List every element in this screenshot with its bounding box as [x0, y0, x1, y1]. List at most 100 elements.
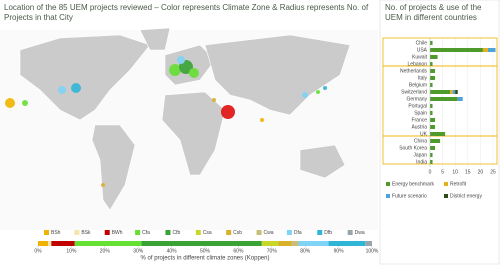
legend-label: BSh — [51, 230, 61, 236]
legend-label: BWh — [112, 230, 123, 236]
bar-segment — [450, 90, 453, 94]
australia — [299, 144, 346, 179]
y-tick-label: China — [414, 138, 427, 144]
bar-segment — [141, 241, 262, 246]
legend-label: Cfa — [142, 230, 150, 236]
bar-segment — [51, 241, 75, 246]
legend-swatch — [347, 230, 353, 235]
y-tick-label: Austria — [411, 124, 427, 130]
city-marker — [101, 183, 105, 187]
bar-segment — [430, 76, 436, 80]
bar-segment — [48, 241, 52, 246]
panel-border — [379, 0, 500, 265]
bar-segment — [457, 97, 463, 101]
legend-label: Energy benchmark — [392, 181, 434, 187]
legend-label: District energy — [450, 193, 482, 199]
legend-label: Csa — [203, 230, 212, 236]
y-tick-label: Switzerland — [401, 89, 427, 95]
y-tick-label: India — [416, 159, 427, 165]
y-tick-label: Lebanon — [408, 61, 428, 67]
city-marker — [189, 68, 199, 78]
legend-label: Dfb — [324, 230, 332, 236]
bar-segment — [430, 83, 433, 87]
bar-segment — [261, 241, 279, 246]
x-tick-label: 5 — [441, 169, 444, 175]
y-tick-label: Chile — [416, 40, 428, 46]
bar-segment — [430, 41, 433, 45]
x-tick-label: 25 — [490, 169, 496, 175]
x-tick-label: 40% — [167, 248, 178, 254]
y-tick-label: Kuwait — [412, 54, 428, 60]
legend-label: BSk — [81, 230, 91, 236]
bar-segment — [430, 153, 433, 157]
bar-segment — [430, 104, 433, 108]
bar-segment — [38, 241, 49, 246]
city-markers — [5, 56, 327, 187]
legend-swatch — [286, 230, 292, 235]
y-tick-label: UK — [420, 131, 428, 137]
bar-segment — [328, 241, 366, 246]
africa — [161, 91, 226, 176]
legend-label: Retrofit — [450, 181, 467, 187]
north-america — [19, 34, 151, 121]
legend-swatch — [386, 182, 390, 186]
bar-segment — [430, 146, 436, 150]
x-tick-label: 100% — [366, 248, 379, 254]
y-tick-label: Spain — [414, 110, 427, 116]
countries-chart-title: No. of projects & use of the UEM in diff… — [385, 3, 482, 22]
bar-segment — [430, 55, 438, 59]
city-marker — [260, 118, 264, 122]
legend-swatch — [256, 230, 262, 235]
x-tick-label: 20 — [478, 169, 484, 175]
y-tick-label: Japan — [413, 152, 427, 158]
x-tick-label: 0 — [429, 169, 432, 175]
x-tick-label: 20% — [100, 248, 111, 254]
bar-segment — [430, 62, 433, 66]
x-axis-label: % of projects in different climate zones… — [141, 256, 270, 262]
bar-segment — [74, 241, 142, 246]
bar-segment — [455, 90, 458, 94]
x-tick-label: 60% — [233, 248, 244, 254]
bar-segment — [278, 241, 292, 246]
city-marker — [177, 56, 185, 64]
bar-segment — [430, 160, 433, 164]
legend-swatch — [44, 230, 49, 235]
legend-swatch — [317, 230, 323, 235]
y-tick-label: Portugal — [408, 103, 427, 109]
map-title: Location of the 85 UEM projects reviewed… — [4, 3, 369, 22]
legend-swatch — [165, 230, 171, 235]
legend-swatch — [386, 194, 390, 198]
city-marker — [22, 100, 28, 106]
legend-swatch — [74, 230, 80, 235]
y-tick-label: Italy — [418, 75, 428, 81]
city-marker — [169, 64, 181, 76]
bar-segment — [298, 241, 329, 246]
y-tick-label: Belgium — [409, 82, 427, 88]
legend-label: Dwa — [355, 230, 365, 236]
x-tick-label: 10% — [66, 248, 77, 254]
x-tick-label: 10 — [452, 169, 458, 175]
bar-segment — [430, 132, 446, 136]
city-marker — [71, 83, 81, 93]
bar-segment — [452, 90, 456, 94]
legend-swatch — [104, 230, 110, 235]
y-tick-label: Netherlands — [400, 68, 427, 74]
legend-label: Cwa — [264, 230, 274, 236]
city-marker — [58, 86, 66, 94]
bar-segment — [487, 48, 496, 52]
asia — [204, 34, 351, 116]
y-tick-label: Germany — [406, 96, 427, 102]
legend-swatch — [226, 230, 232, 235]
x-tick-label: 80% — [300, 248, 311, 254]
legend-label: Dfa — [294, 230, 302, 236]
legend-swatch — [444, 194, 448, 198]
x-tick-label: 90% — [334, 248, 345, 254]
bar-segment — [430, 48, 483, 52]
bar-segment — [430, 125, 436, 129]
city-marker — [316, 90, 320, 94]
y-tick-label: South Korea — [399, 145, 427, 151]
legend-label: Cfb — [172, 230, 180, 236]
greenland — [139, 27, 171, 51]
bar-segment — [430, 139, 441, 143]
